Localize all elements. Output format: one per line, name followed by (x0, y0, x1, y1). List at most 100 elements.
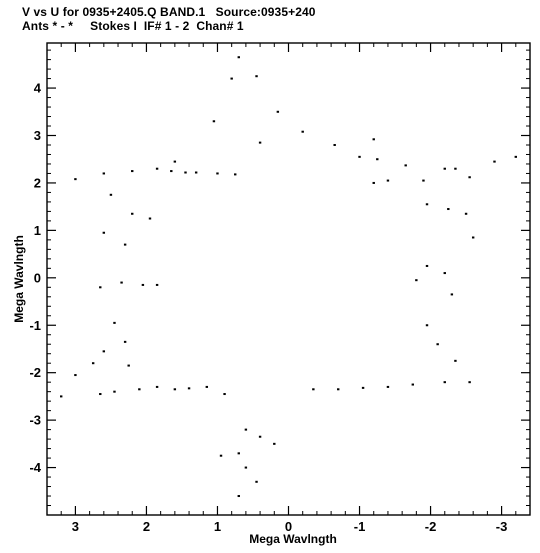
uv-point (173, 160, 177, 163)
uv-point (301, 130, 304, 133)
uv-point (255, 480, 258, 483)
plot-frame (46, 42, 531, 516)
uv-point (358, 155, 361, 158)
uv-point (219, 454, 223, 457)
uv-point (244, 466, 248, 469)
uv-point (234, 173, 237, 176)
uv-point (471, 236, 475, 239)
y-tick-label: 2 (34, 175, 41, 190)
uv-point (244, 428, 248, 431)
uv-point (223, 393, 226, 396)
uv-point (138, 388, 141, 391)
uv-point (127, 364, 130, 367)
uv-point (425, 203, 429, 206)
uv-point (131, 170, 134, 173)
uv-points (60, 56, 517, 498)
uv-point (447, 208, 450, 211)
y-tick-label: -3 (29, 413, 41, 428)
uv-point (102, 350, 106, 353)
x-tick-label: 0 (285, 519, 292, 534)
uv-point (514, 155, 517, 158)
uv-point (155, 385, 159, 388)
uv-point (443, 381, 446, 384)
uv-point (372, 181, 375, 184)
uv-point (91, 362, 95, 365)
uv-point (237, 452, 240, 455)
uv-point (273, 442, 276, 445)
uv-point (276, 110, 280, 113)
uv-point (120, 281, 123, 284)
uv-point (205, 385, 209, 388)
uv-point (425, 264, 429, 267)
x-axis-title: Mega Wavlngth (249, 532, 337, 546)
uv-point (123, 340, 127, 343)
uv-point (454, 167, 457, 170)
uv-point (113, 390, 116, 393)
uv-point (454, 359, 457, 362)
plot-title-line-1: V vs U for 0935+2405.Q BAND.1 Source:093… (22, 5, 316, 19)
plot-title-line-2: Ants * - * Stokes I IF# 1 - 2 Chan# 1 (22, 19, 244, 33)
uv-point (187, 387, 191, 390)
uv-point (155, 283, 159, 286)
uv-point (99, 286, 102, 289)
axis-ticks (46, 43, 531, 515)
uv-point (173, 388, 177, 391)
uv-point (102, 172, 106, 175)
y-tick-label: -4 (29, 460, 41, 475)
uv-point (141, 283, 145, 286)
x-tick-label: -2 (425, 519, 437, 534)
uv-point (258, 141, 262, 144)
uv-point (74, 178, 77, 181)
uv-point (113, 321, 116, 324)
x-tick-label: -1 (354, 519, 366, 534)
uv-point (372, 138, 375, 141)
x-tick-label: 2 (143, 519, 150, 534)
x-tick-label: 1 (214, 519, 221, 534)
uv-point (155, 167, 159, 170)
uv-point (109, 193, 113, 196)
uv-point (425, 324, 429, 327)
uv-point (376, 158, 379, 161)
x-tick-label: -3 (496, 519, 508, 534)
uv-point (230, 77, 233, 80)
uv-point (436, 343, 439, 346)
uv-point (411, 383, 415, 386)
uv-point (184, 171, 187, 174)
y-axis-title: Mega Wavlngth (12, 235, 26, 323)
y-tick-label: 4 (34, 81, 42, 96)
uv-point (170, 170, 173, 173)
uv-point (212, 120, 216, 123)
x-tick-label: 3 (72, 519, 79, 534)
uv-point (422, 179, 425, 182)
uv-point (148, 217, 152, 220)
uv-point (443, 272, 446, 275)
uv-point (450, 293, 454, 296)
uv-point (468, 381, 471, 384)
uv-point (237, 495, 240, 498)
uv-point (194, 171, 198, 174)
axis-tick-labels: 3 2 1 0 -1 -2 -3 -4 -3 -2 -1 0 1 2 3 4 (29, 81, 507, 534)
uv-point (74, 374, 77, 377)
uv-point (312, 388, 315, 391)
uv-point (443, 167, 446, 170)
uv-point (60, 395, 63, 398)
uv-point (237, 56, 240, 59)
y-tick-label: -2 (29, 365, 41, 380)
uv-point (468, 176, 471, 179)
uv-point (102, 231, 106, 234)
uv-point (337, 388, 340, 391)
uv-point (361, 386, 365, 389)
y-tick-label: 1 (34, 223, 41, 238)
y-tick-label: 0 (34, 270, 41, 285)
uv-point (131, 212, 134, 215)
y-tick-label: -1 (29, 318, 41, 333)
y-tick-label: 3 (34, 128, 41, 143)
uv-point (333, 143, 336, 146)
uv-point (386, 385, 390, 388)
uv-point (123, 243, 127, 246)
uv-point (258, 435, 262, 438)
uv-point (216, 172, 219, 175)
uv-point (255, 75, 258, 78)
uv-point (404, 164, 407, 167)
